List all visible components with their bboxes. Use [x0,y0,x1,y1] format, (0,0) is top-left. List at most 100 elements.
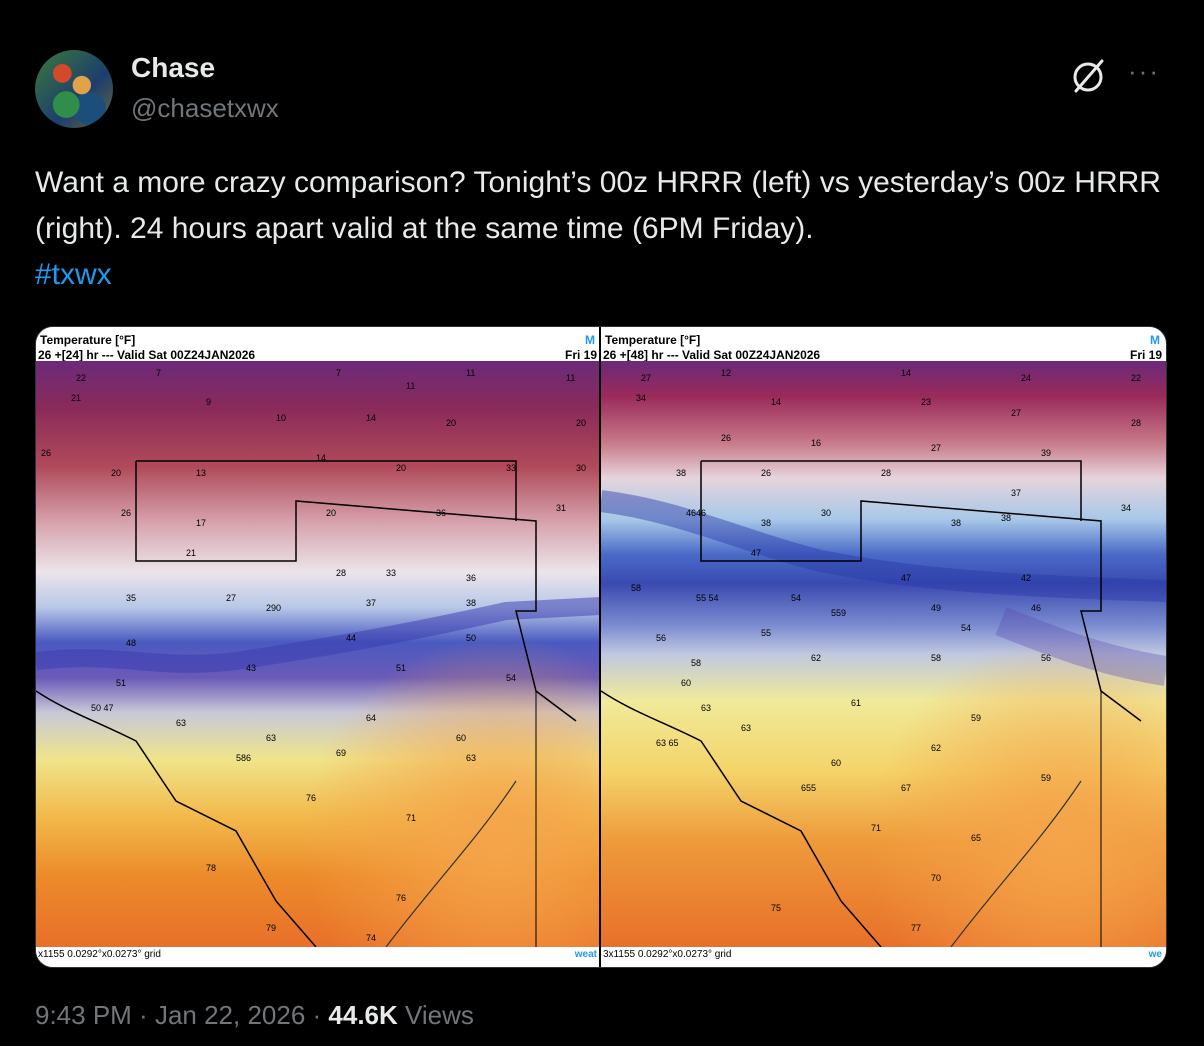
svg-text:44: 44 [346,633,356,643]
svg-text:26: 26 [121,508,131,518]
svg-text:63: 63 [466,753,476,763]
svg-text:7: 7 [336,368,341,378]
temperature-map-left: 22 7 7 11 11 11 21 9 10 14 20 20 26 20 13 14 20 33 30 2… [36,361,601,947]
svg-text:38: 38 [676,468,686,478]
map-header-left: Temperature [°F] 26 +[24] hr --- Valid S… [36,331,601,362]
svg-text:14: 14 [771,397,781,407]
map-subtitle-right: 26 +[48] hr --- Valid Sat 00Z24JAN2026 [603,348,821,362]
svg-text:14: 14 [366,413,376,423]
svg-text:586: 586 [236,753,251,763]
svg-text:70: 70 [931,873,941,883]
views-count[interactable]: 44.6K [328,1000,398,1030]
hashtag-link[interactable]: #txwx [35,258,112,291]
avatar[interactable] [35,50,113,128]
svg-text:50 47: 50 47 [91,703,114,713]
svg-text:20: 20 [326,508,336,518]
svg-text:51: 51 [116,678,126,688]
svg-text:559: 559 [831,608,846,618]
map-footer-right: 3x1155 0.0292°x0.0273° grid [603,949,732,960]
map-date-right: Fri 19 [1129,348,1162,362]
svg-text:71: 71 [406,813,416,823]
svg-text:50: 50 [466,633,476,643]
svg-text:30: 30 [576,463,586,473]
svg-text:27: 27 [641,373,651,383]
svg-text:26: 26 [721,433,731,443]
svg-text:655: 655 [801,783,816,793]
svg-text:21: 21 [71,393,81,403]
map-header-right: Temperature [°F] 26 +[48] hr --- Valid S… [601,331,1166,362]
map-footer-left: x1155 0.0292°x0.0273° grid [38,949,161,960]
author-handle[interactable]: @chasetxwx [131,93,279,123]
tweet-media[interactable]: Temperature [°F] 26 +[24] hr --- Valid S… [35,326,1167,968]
svg-text:67: 67 [901,783,911,793]
svg-text:38: 38 [1001,513,1011,523]
tweet-date[interactable]: Jan 22, 2026 [154,1000,306,1030]
map-corner-right: M [1150,333,1160,347]
grok-icon[interactable] [1066,55,1110,99]
svg-text:63: 63 [701,703,711,713]
svg-text:34: 34 [1121,503,1131,513]
svg-text:11: 11 [466,368,475,378]
svg-text:11: 11 [566,373,575,383]
svg-text:28: 28 [881,468,891,478]
map-panel-right[interactable]: Temperature [°F] 26 +[48] hr --- Valid S… [601,327,1166,967]
svg-text:54: 54 [791,593,801,603]
tweet-timestamp[interactable]: 9:43 PM · Jan 22, 2026 · 44.6K Views [35,1000,474,1030]
svg-text:47: 47 [751,548,761,558]
svg-text:14: 14 [901,368,911,378]
svg-text:75: 75 [771,903,781,913]
svg-text:30: 30 [821,508,831,518]
svg-text:46: 46 [1031,603,1041,613]
panel-divider [599,327,602,967]
svg-text:48: 48 [126,638,136,648]
svg-text:38: 38 [466,598,476,608]
svg-text:20: 20 [576,418,586,428]
svg-text:43: 43 [246,663,256,673]
svg-text:4646: 4646 [686,508,706,518]
map-corner-left: M [585,333,595,347]
svg-text:58: 58 [631,583,641,593]
svg-text:38: 38 [761,518,771,528]
svg-text:79: 79 [266,923,276,933]
svg-text:51: 51 [396,663,406,673]
tweet-text: Want a more crazy comparison? Tonight’s … [35,160,1175,298]
svg-text:49: 49 [931,603,941,613]
svg-text:21: 21 [186,548,196,558]
svg-text:76: 76 [396,893,406,903]
svg-text:38: 38 [951,518,961,528]
svg-text:59: 59 [1041,773,1051,783]
map-title-right: Temperature [°F] [605,333,701,347]
svg-text:47: 47 [901,573,911,583]
svg-text:37: 37 [366,598,376,608]
svg-text:78: 78 [206,863,216,873]
svg-text:22: 22 [76,373,86,383]
svg-text:9: 9 [206,397,211,407]
more-options-icon[interactable]: ··· [1128,56,1160,86]
svg-text:290: 290 [266,603,281,613]
svg-text:62: 62 [811,653,821,663]
map-panel-left[interactable]: Temperature [°F] 26 +[24] hr --- Valid S… [36,327,601,967]
svg-text:55 54: 55 54 [696,593,719,603]
svg-text:20: 20 [446,418,456,428]
svg-text:56: 56 [1041,653,1051,663]
svg-text:55: 55 [761,628,771,638]
svg-text:65: 65 [971,833,981,843]
map-footer-right-right: we [1148,949,1162,960]
svg-text:28: 28 [336,568,346,578]
svg-text:20: 20 [111,468,121,478]
svg-text:13: 13 [196,468,206,478]
svg-text:39: 39 [1041,448,1051,458]
svg-text:58: 58 [931,653,941,663]
svg-text:31: 31 [556,503,566,513]
svg-text:33: 33 [506,463,516,473]
svg-text:63: 63 [176,718,186,728]
tweet-time[interactable]: 9:43 PM [35,1000,132,1030]
svg-text:12: 12 [721,368,731,378]
svg-text:63 65: 63 65 [656,738,679,748]
svg-text:77: 77 [911,923,921,933]
author-name[interactable]: Chase [131,52,216,83]
svg-text:64: 64 [366,713,376,723]
tweet-body: Want a more crazy comparison? Tonight’s … [35,166,1161,245]
svg-text:60: 60 [831,758,841,768]
map-title-left: Temperature [°F] [40,333,136,347]
